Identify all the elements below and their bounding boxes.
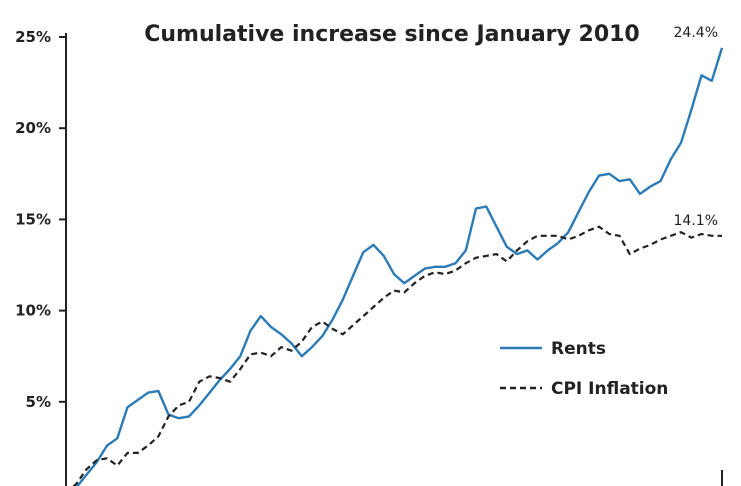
y-tick-label: 15% xyxy=(15,210,51,228)
y-axis: 5% 10% 15% 20% 25% xyxy=(15,28,723,486)
series-line-rents xyxy=(75,47,724,486)
series-line-cpi-inflation xyxy=(72,225,722,486)
end-labels: 24.4% 14.1% xyxy=(674,25,718,229)
series-layer xyxy=(72,47,724,486)
y-tick-label: 10% xyxy=(15,302,51,320)
legend: Rents CPI Inflation xyxy=(500,339,668,399)
y-tick-label: 20% xyxy=(15,119,51,137)
legend-label-cpi-inflation: CPI Inflation xyxy=(551,379,668,399)
legend-label-rents: Rents xyxy=(551,339,606,359)
end-label-cpi-inflation: 14.1% xyxy=(674,213,718,229)
y-tick-label: 25% xyxy=(15,28,51,46)
end-label-rents: 24.4% xyxy=(674,25,718,41)
y-tick-label: 5% xyxy=(26,393,51,411)
chart-title: Cumulative increase since January 2010 xyxy=(144,22,640,47)
